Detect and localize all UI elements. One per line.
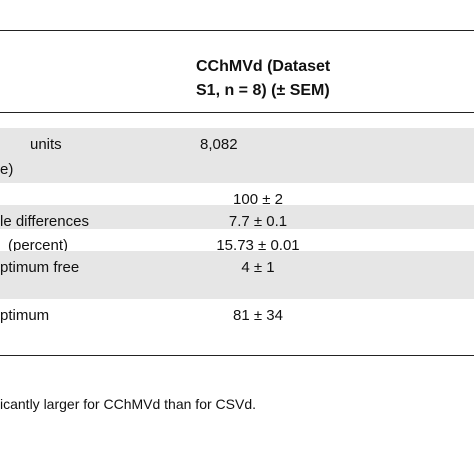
row-label: units [30, 136, 62, 153]
bottom-rule [0, 355, 474, 356]
row-value: 7.7 ± 0.1 [228, 213, 288, 230]
row-value: 100 ± 2 [233, 191, 283, 208]
row-shade [0, 128, 474, 183]
row-label: ptimum [0, 307, 50, 324]
row-value: 4 ± 1 [241, 259, 275, 276]
row-label: (percent) [8, 237, 69, 254]
header-line: CChMVd (Dataset [196, 58, 331, 75]
row-value: 81 ± 34 [233, 307, 283, 324]
row-value: 15.73 ± 0.01 [216, 237, 300, 254]
row-shade [0, 251, 474, 299]
header-line: S1, n = 8) (± SEM) [196, 82, 330, 99]
header-rule [0, 112, 474, 113]
top-rule [0, 30, 474, 31]
row-label: le differences [0, 213, 89, 230]
row-value: 8,082 [200, 136, 238, 153]
row-shade [0, 205, 474, 229]
row-label: e) [0, 161, 14, 178]
row-label: ptimum free [0, 259, 80, 276]
footnote: icantly larger for CChMVd than for CSVd. [0, 396, 256, 412]
